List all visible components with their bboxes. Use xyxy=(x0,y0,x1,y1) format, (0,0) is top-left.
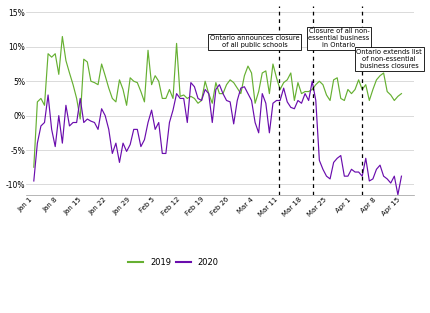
Text: Closure of all non-
essential business
in Ontario: Closure of all non- essential business i… xyxy=(307,28,369,48)
Legend: 2019, 2020: 2019, 2020 xyxy=(125,254,221,270)
Text: Ontario announces closure
of all public schools: Ontario announces closure of all public … xyxy=(209,35,298,48)
Text: Ontario extends list
of non-essential
business closures: Ontario extends list of non-essential bu… xyxy=(356,49,421,69)
